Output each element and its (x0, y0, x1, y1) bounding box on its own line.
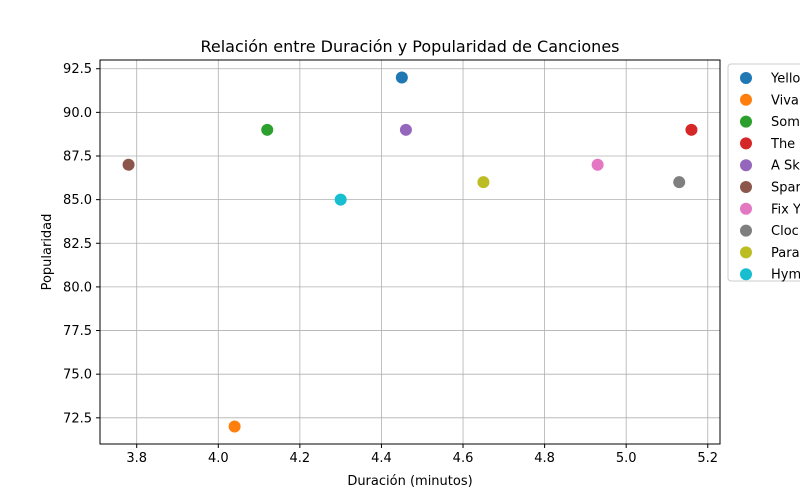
legend-marker (740, 72, 752, 84)
x-tick-label: 4.0 (208, 451, 229, 466)
legend-label: Hym (771, 268, 800, 283)
legend-label: Som (771, 115, 800, 130)
data-point (399, 123, 412, 136)
x-tick-label: 4.4 (371, 451, 392, 466)
x-tick-label: 5.0 (616, 451, 637, 466)
legend-marker (740, 202, 752, 215)
legend-marker (740, 268, 752, 281)
legend-marker (740, 137, 752, 150)
y-tick-label: 85.0 (63, 193, 92, 208)
y-tick-label: 92.5 (63, 62, 92, 77)
legend-marker (740, 224, 752, 237)
data-point (673, 176, 686, 189)
data-point (591, 158, 604, 171)
data-point (685, 123, 698, 136)
x-tick-label: 3.8 (126, 451, 147, 466)
data-points (122, 71, 698, 433)
legend-label: Cloc (771, 224, 799, 239)
chart-title: Relación entre Duración y Popularidad de… (200, 37, 619, 56)
y-tick-label: 82.5 (63, 237, 92, 252)
legend-marker (740, 115, 752, 128)
y-tick-label: 90.0 (63, 106, 92, 121)
x-axis-ticks: 3.8 4.0 4.2 4.4 4.6 4.8 5.0 5.2 (126, 444, 718, 466)
legend-marker (740, 181, 752, 193)
x-axis-label: Duración (minutos) (347, 474, 472, 489)
legend-label: Yello (770, 72, 800, 87)
y-tick-label: 72.5 (63, 411, 92, 426)
legend-label: Viva (771, 93, 799, 108)
y-tick-label: 87.5 (63, 150, 92, 165)
data-point (334, 193, 347, 206)
legend-label: Para (771, 246, 800, 261)
legend-label: A Sk (771, 159, 800, 174)
grid (100, 60, 720, 444)
legend-marker (740, 246, 752, 259)
legend-marker (740, 93, 752, 106)
data-point (261, 123, 274, 136)
legend-label: The (770, 137, 795, 152)
data-point (228, 420, 241, 433)
y-axis-ticks: 72.5 75.0 77.5 80.0 82.5 85.0 87.5 90.0 92.5 (63, 62, 100, 426)
y-tick-label: 77.5 (63, 324, 92, 339)
x-tick-label: 4.6 (453, 451, 474, 466)
data-point (395, 71, 408, 84)
y-axis-label: Popularidad (40, 214, 55, 291)
legend-marker (740, 159, 752, 172)
x-tick-label: 4.8 (534, 451, 555, 466)
data-point (122, 158, 135, 171)
legend-label: Fix Y (771, 202, 800, 217)
x-tick-label: 4.2 (290, 451, 311, 466)
y-tick-label: 80.0 (63, 280, 92, 295)
plot-frame (99, 59, 721, 445)
legend: Yello Viva Som The A Sk Spar Fix Y Cloc Para Hym (727, 63, 800, 283)
y-tick-label: 75.0 (63, 368, 92, 383)
data-point (477, 176, 490, 189)
legend-label: Spar (771, 181, 800, 196)
x-tick-label: 5.2 (697, 451, 718, 466)
